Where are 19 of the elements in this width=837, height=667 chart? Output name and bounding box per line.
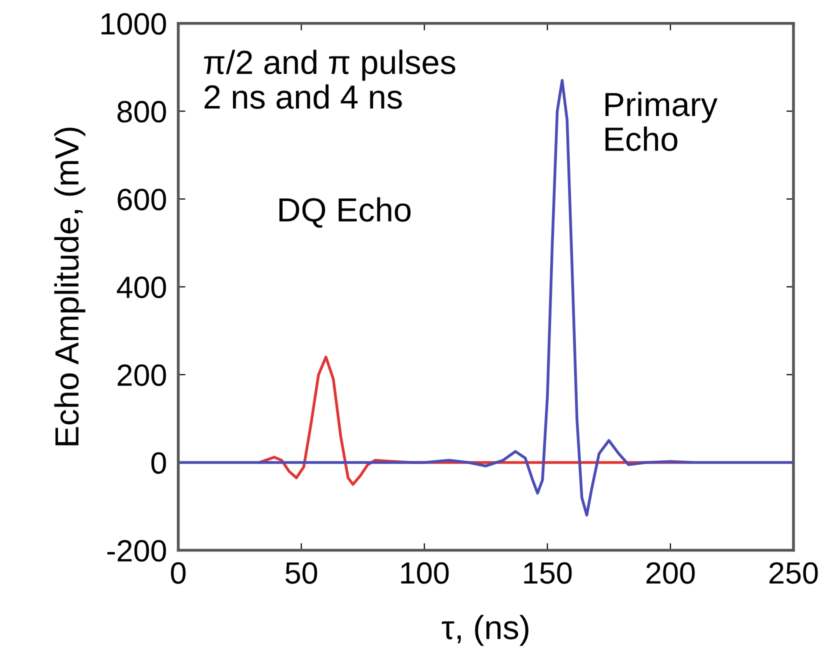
y-tick-label: 800 [118,100,166,123]
annotation: π/2 and π pulses 2 ns and 4 ns [204,50,456,109]
x-axis-title: τ, (ns) [442,614,528,646]
y-tick-label: 0 [151,452,166,474]
y-tick-label: 1000 [102,13,166,35]
x-tick-label: 200 [646,562,695,584]
line-series [178,79,794,517]
annotation: Primary Echo [606,92,718,152]
y-tick-label: -200 [107,540,166,562]
y-tick-label: 600 [118,188,166,210]
x-tick-label: 0 [170,562,186,584]
annotation: DQ Echo [279,197,411,228]
y-axis-title: Echo Amplitude, (mV) [54,128,86,446]
y-tick-label: 400 [116,276,166,298]
x-tick-label: 150 [524,562,572,584]
y-tick-label: 200 [118,364,166,386]
x-tick-label: 250 [770,562,818,584]
x-tick-label: 100 [401,562,449,584]
x-tick-label: 50 [286,562,318,584]
